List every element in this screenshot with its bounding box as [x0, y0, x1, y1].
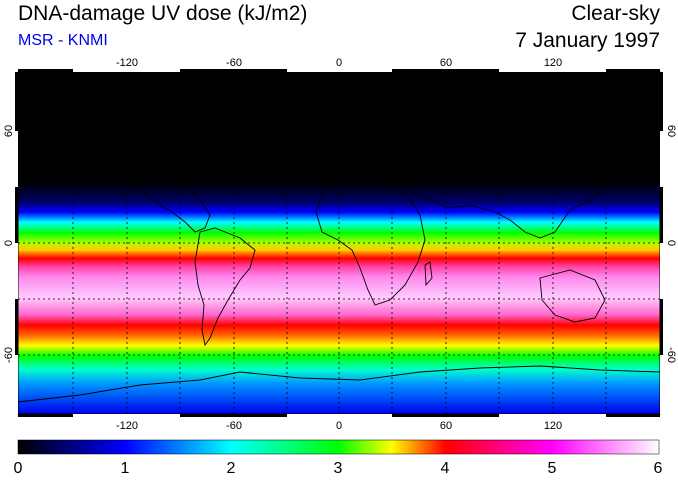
lon-tick-top: 60 — [440, 57, 452, 69]
europe-africa-outline — [315, 159, 426, 306]
north-america-outline — [99, 149, 211, 233]
colorbar-label: 2 — [226, 460, 236, 477]
australia-outline — [539, 269, 606, 323]
map-title: DNA-damage UV dose (kJ/m2) — [18, 2, 308, 25]
colorbar-label: 5 — [547, 460, 557, 477]
colorbar-label: 6 — [653, 460, 663, 477]
colorbar — [17, 439, 660, 455]
date-label: 7 January 1997 — [515, 29, 660, 52]
madagascar-outline — [424, 261, 433, 287]
lon-tick-bottom: 0 — [336, 420, 342, 432]
lat-tick-left: 0 — [3, 240, 15, 246]
lon-tick-top: -120 — [116, 57, 138, 69]
lat-tick-right: -60 — [665, 347, 677, 363]
source-label: MSR - KNMI — [18, 32, 108, 49]
colorbar-label: 4 — [440, 460, 450, 477]
lon-tick-top: -60 — [226, 57, 242, 69]
frame-ticks — [15, 69, 663, 417]
lat-tick-right: 0 — [665, 240, 677, 246]
graticule — [18, 72, 660, 414]
lon-tick-top: 0 — [336, 57, 342, 69]
lon-tick-bottom: -120 — [116, 420, 138, 432]
colorbar-label: 1 — [120, 460, 130, 477]
map-area — [15, 69, 663, 417]
lat-tick-left: -60 — [3, 347, 15, 363]
lon-tick-bottom: 120 — [544, 420, 562, 432]
lon-tick-bottom: 60 — [440, 420, 452, 432]
antarctica-outline — [17, 365, 661, 403]
coastlines — [17, 147, 661, 403]
lon-tick-top: 120 — [544, 57, 562, 69]
colorbar-label: 3 — [333, 460, 343, 477]
sky-condition: Clear-sky — [571, 2, 660, 25]
lat-tick-right: 60 — [665, 125, 677, 137]
south-america-outline — [194, 227, 256, 347]
colorbar-label: 0 — [13, 460, 23, 477]
asia-outline — [394, 147, 611, 239]
frame-ticks-dark — [15, 69, 663, 417]
lon-tick-bottom: -60 — [226, 420, 242, 432]
lat-tick-left: 60 — [3, 125, 15, 137]
